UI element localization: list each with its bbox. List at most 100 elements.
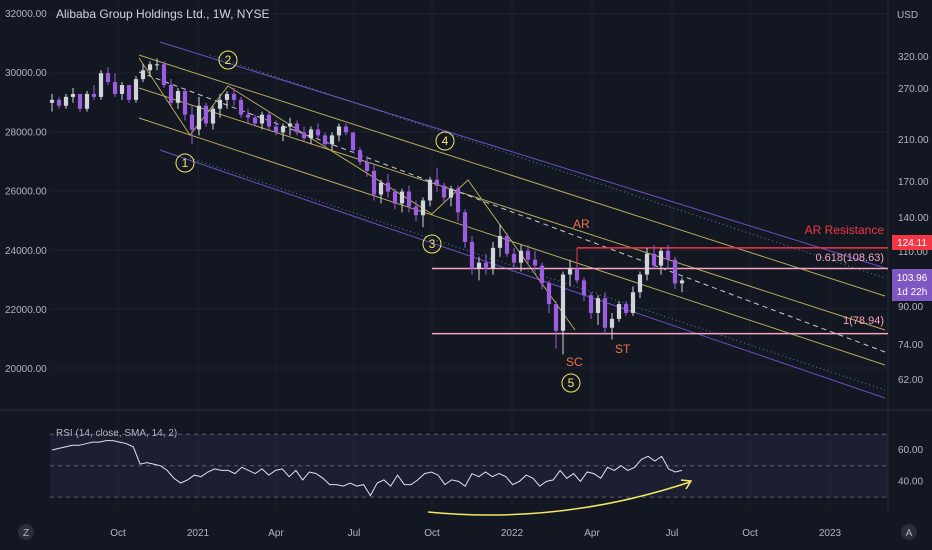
channel-purple-line xyxy=(159,149,886,399)
z-icon[interactable]: Z xyxy=(23,528,29,539)
wave-label-5: 5 xyxy=(568,376,575,390)
wave-3-circle xyxy=(422,234,442,254)
candle-body xyxy=(273,126,279,133)
candle-body xyxy=(448,188,454,198)
candle-body xyxy=(658,250,664,266)
candle-body xyxy=(182,90,188,115)
candle-body xyxy=(455,188,461,213)
candle-body xyxy=(357,150,363,162)
candle-body xyxy=(343,126,349,133)
candle-body xyxy=(413,206,419,216)
ar-resistance-label: AR Resistance xyxy=(805,223,885,237)
left-axis-tick: 32000.00 xyxy=(5,9,47,20)
candle-body xyxy=(168,85,174,103)
channel-dotted-line xyxy=(209,54,886,279)
wave-label-2: 2 xyxy=(225,53,232,67)
rsi-line xyxy=(51,440,683,497)
candle-body xyxy=(49,99,55,103)
candle-body xyxy=(161,64,167,86)
candle-body xyxy=(371,170,377,195)
right-axis-tick: 90.00 xyxy=(898,302,923,313)
candle-body xyxy=(322,135,328,145)
rsi-label: RSI (14, close, SMA, 14, 2) xyxy=(56,428,177,439)
channel-lines xyxy=(138,41,886,399)
candle-body xyxy=(385,182,391,192)
a-icon[interactable]: A xyxy=(906,528,913,539)
x-axis-tick: Oct xyxy=(742,528,758,539)
channel-purple-line xyxy=(159,41,886,269)
bottom-controls: Z A xyxy=(18,524,917,540)
candle-body xyxy=(315,129,321,136)
candle-body xyxy=(105,73,111,83)
candle-body xyxy=(231,93,237,100)
candle-body xyxy=(266,114,272,127)
chart-title: Alibaba Group Holdings Ltd., 1W, NYSE xyxy=(56,7,269,21)
wave-label-1: 1 xyxy=(182,156,189,170)
x-axis-tick: Jul xyxy=(666,528,679,539)
candle-body xyxy=(301,132,307,139)
right-axis-tick: 170.00 xyxy=(898,177,929,188)
x-axis-tick: 2021 xyxy=(187,528,210,539)
x-axis-tick: Jul xyxy=(348,528,361,539)
candle-body xyxy=(189,114,195,130)
candle-body xyxy=(147,64,153,71)
candle-body xyxy=(392,191,398,204)
grid xyxy=(0,0,932,510)
candle-body xyxy=(441,185,447,198)
wave-2-circle xyxy=(218,50,238,70)
ar-label: AR xyxy=(573,217,590,231)
candle-body xyxy=(602,298,608,328)
candle-body xyxy=(532,259,538,266)
candlestick-series[interactable] xyxy=(49,58,685,355)
channel-gold-line xyxy=(138,54,886,297)
candle-body xyxy=(350,132,356,151)
rsi-axis-tick: 40.00 xyxy=(898,476,923,487)
candle-body xyxy=(70,93,76,97)
ar-resistance-badge xyxy=(892,235,932,250)
right-axis-tick: 140.00 xyxy=(898,213,929,224)
candle-body xyxy=(63,96,69,106)
candle-body xyxy=(224,93,230,100)
sc-label: SC xyxy=(566,355,583,369)
right-axis-tick: 210.00 xyxy=(898,135,929,146)
candle-body xyxy=(252,117,258,124)
candle-body xyxy=(119,85,125,94)
right-axis-tick: 320.00 xyxy=(898,52,929,63)
candle-body xyxy=(196,105,202,130)
candle-body xyxy=(497,236,503,248)
candle-body xyxy=(518,250,524,263)
candle-body xyxy=(364,162,370,171)
candle-body xyxy=(77,93,83,109)
candle-body xyxy=(420,200,426,216)
candle-body xyxy=(679,280,685,284)
left-axis-tick: 22000.00 xyxy=(5,305,47,316)
candle-body xyxy=(672,259,678,284)
candle-body xyxy=(210,108,216,124)
wave-1-circle xyxy=(175,153,195,173)
candle-body xyxy=(490,247,496,269)
candle-body xyxy=(511,253,517,263)
candle-body xyxy=(427,179,433,201)
candle-body xyxy=(399,191,405,204)
x-axis-tick: Oct xyxy=(110,528,126,539)
timezone-button[interactable] xyxy=(18,524,34,540)
candle-body xyxy=(203,105,209,124)
auto-scale-button[interactable] xyxy=(901,524,917,540)
wave-label-3: 3 xyxy=(429,237,436,251)
candle-body xyxy=(588,295,594,313)
x-axis-tick: Apr xyxy=(268,528,284,539)
wave-labels: 1 2 3 4 5 xyxy=(175,50,581,393)
countdown-text: 1d 22h xyxy=(897,287,928,298)
ar-resistance-badge-text: 124.11 xyxy=(897,238,927,249)
rsi-pane[interactable] xyxy=(50,433,888,516)
st-label: ST xyxy=(615,342,631,356)
rsi-axis-tick: 60.00 xyxy=(898,445,923,456)
right-axis-tick: 270.00 xyxy=(898,84,929,95)
horizontal-levels xyxy=(432,247,888,335)
candle-body xyxy=(238,99,244,115)
candle-body xyxy=(140,70,146,80)
candle-body xyxy=(483,262,489,269)
candle-body xyxy=(462,212,468,242)
